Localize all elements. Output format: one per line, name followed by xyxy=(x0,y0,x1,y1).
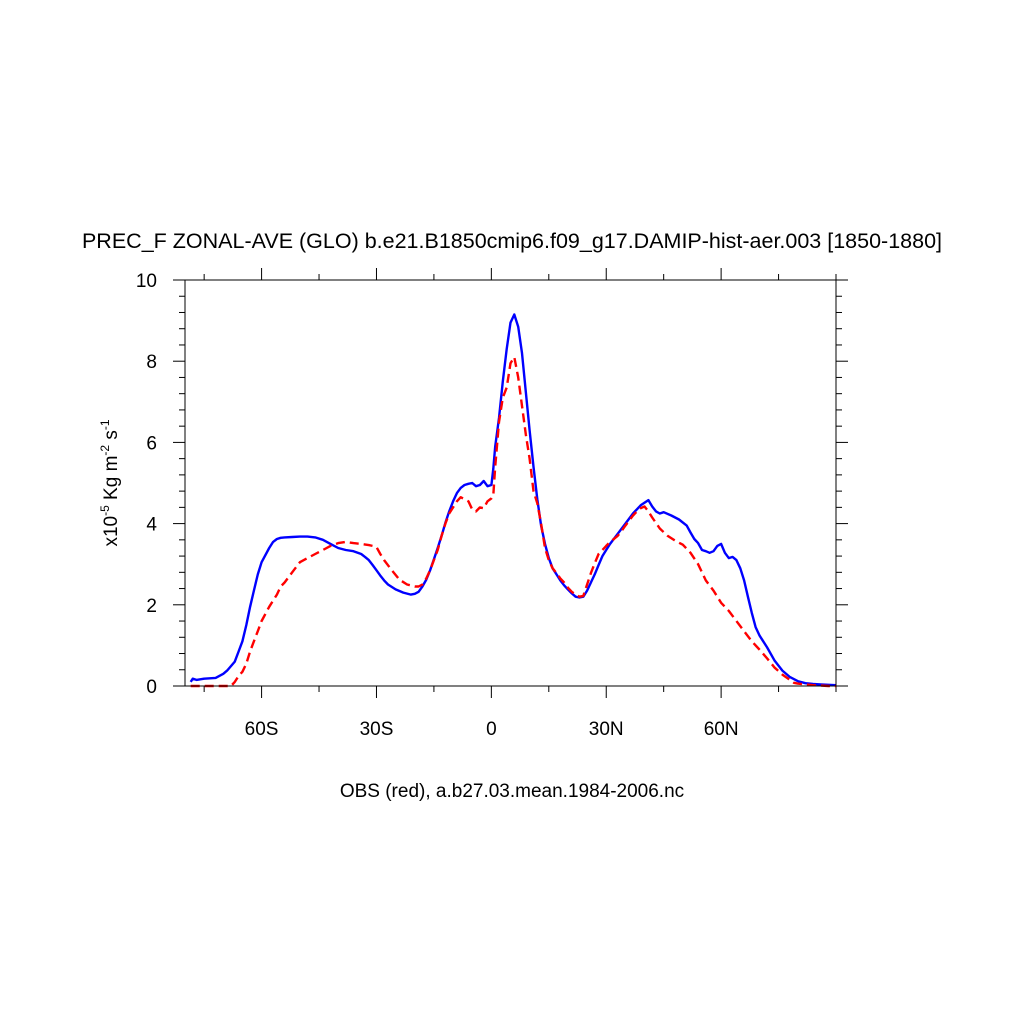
x-axis-label: OBS (red), a.b27.03.mean.1984-2006.nc xyxy=(340,781,684,802)
y-tick-label: 8 xyxy=(146,352,157,373)
x-tick-label: 60N xyxy=(704,719,739,740)
x-tick-label: 0 xyxy=(486,719,497,740)
y-axis-label-exponent-2: -2 xyxy=(98,445,112,456)
axis-ticks xyxy=(173,268,848,698)
y-tick-label: 10 xyxy=(136,271,157,292)
y-axis-label: x10-5 Kg m-2 s-1 xyxy=(98,419,122,546)
y-axis-label-exponent-3: -1 xyxy=(98,419,112,430)
y-tick-label: 6 xyxy=(146,433,157,454)
x-tick-label: 30S xyxy=(360,719,394,740)
plot-area xyxy=(189,313,837,688)
x-tick-labels: 60S 30S 0 30N 60N xyxy=(245,719,739,740)
plot-frame xyxy=(184,279,837,687)
y-tick-label: 2 xyxy=(146,596,157,617)
y-axis-label-unit-b: s xyxy=(101,430,122,445)
series-line-model xyxy=(189,313,837,687)
y-tick-labels: 0 2 4 6 8 10 xyxy=(136,271,158,698)
x-tick-label: 60S xyxy=(245,719,279,740)
y-axis-label-prefix: x10 xyxy=(101,516,122,547)
y-axis-label-exponent-1: -5 xyxy=(98,505,112,516)
x-tick-label: 30N xyxy=(589,719,624,740)
y-axis-label-unit-a: Kg m xyxy=(101,456,122,506)
series-line-obs xyxy=(190,355,836,688)
y-tick-label: 0 xyxy=(146,677,157,698)
chart-title: PREC_F ZONAL-AVE (GLO) b.e21.B1850cmip6.… xyxy=(82,229,942,253)
y-tick-label: 4 xyxy=(146,515,157,536)
